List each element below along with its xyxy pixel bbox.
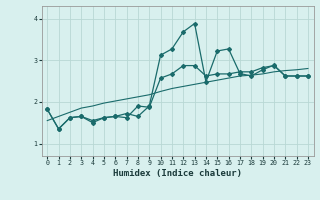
X-axis label: Humidex (Indice chaleur): Humidex (Indice chaleur) bbox=[113, 169, 242, 178]
